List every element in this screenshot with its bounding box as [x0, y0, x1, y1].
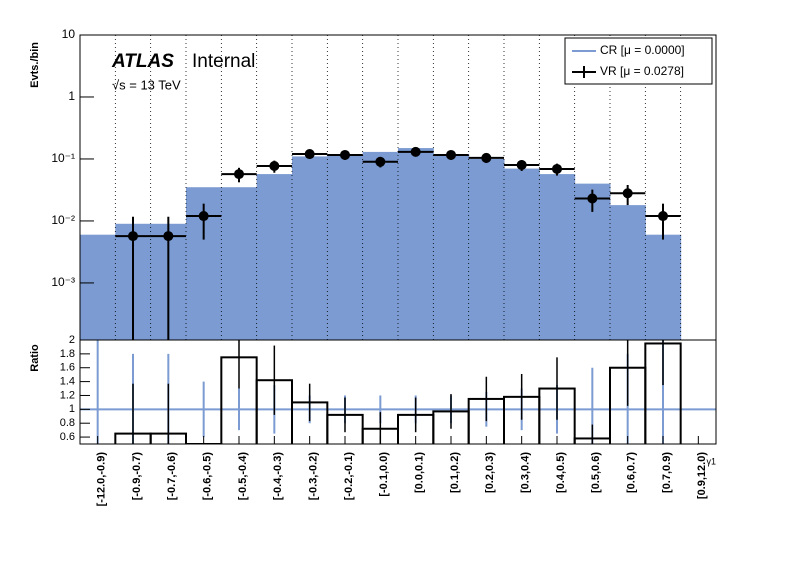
atlas-label: ATLAS [111, 51, 174, 72]
ratio-tick-label: 2 [69, 334, 75, 346]
x-tick-label: [0.5,0.6) [590, 452, 602, 493]
ratio-tick-label: 1.8 [60, 348, 75, 360]
data-point [587, 193, 598, 204]
internal-label: Internal [192, 51, 255, 72]
energy-label: √s = 13 TeV [112, 77, 181, 92]
x-tick-label: [-0.2,-0.1) [343, 452, 355, 501]
data-point [410, 146, 421, 157]
x-tick-label: [-0.1,0.0) [378, 452, 390, 497]
bar [292, 156, 328, 340]
data-point [552, 163, 562, 174]
data-point [128, 231, 138, 242]
x-tick-label: [-0.5,-0.4) [237, 452, 249, 501]
y-tick-label: 10⁻³ [51, 275, 75, 289]
x-tick-label: [-0.7,-0.6) [166, 452, 178, 501]
legend-label: CR [μ = 0.0000] [600, 43, 685, 57]
x-tick-label: [-12.0,-0.9) [96, 452, 108, 507]
data-point [198, 211, 209, 222]
bar [539, 174, 576, 340]
ratio-frame [79, 339, 717, 445]
data-point [375, 156, 386, 167]
bar [256, 174, 293, 340]
bar [221, 187, 258, 340]
x-tick-label: [-0.6,-0.5) [202, 452, 214, 501]
y-tick-label: 10⁻¹ [51, 151, 75, 165]
x-tick-label: [0.9,12.0) [696, 452, 708, 499]
ratio-tick-label: 1.4 [60, 376, 75, 388]
bar [504, 168, 540, 340]
bar [610, 205, 646, 340]
x-tick-label: [0.3,0.4) [520, 452, 532, 493]
ratio-tick-label: 1.6 [60, 362, 75, 374]
bar [80, 234, 116, 340]
bar [433, 154, 470, 340]
x-axis-label: γ1 [706, 456, 716, 466]
bar [327, 154, 364, 340]
data-point [234, 169, 244, 180]
x-tick-label: [0.4,0.5) [555, 452, 567, 493]
bar [468, 158, 505, 340]
data-point [304, 149, 315, 160]
bar [398, 148, 434, 340]
upper-plot [80, 146, 682, 340]
ratio-tick-label: 1.2 [60, 389, 75, 401]
data-point [269, 160, 280, 171]
ratio-plot [80, 340, 716, 444]
x-tick-label: [0.6,0.7) [626, 452, 638, 493]
ratio-tick-label: 0.6 [60, 431, 75, 443]
legend-label: VR [μ = 0.0278] [600, 64, 684, 78]
y-tick-label: 10 [62, 27, 76, 41]
ratio-tick-label: 1 [69, 403, 75, 415]
data-point [340, 149, 350, 160]
x-tick-label: [-0.9,-0.7) [131, 452, 143, 501]
data-point [516, 159, 527, 170]
bar [362, 151, 399, 340]
x-tick-label: [-0.4,-0.3) [272, 452, 284, 501]
data-point [163, 231, 174, 242]
x-tick-label: [0.2,0.3) [484, 452, 496, 493]
y-tick-label: 1 [68, 89, 75, 103]
data-point [446, 149, 456, 160]
ratio-axis-label: Ratio [29, 344, 41, 372]
y-tick-label: 10⁻² [51, 213, 75, 227]
x-tick-label: [-0.3,-0.2) [308, 452, 320, 501]
data-point [658, 211, 668, 222]
x-tick-label: [0.1,0.2) [449, 452, 461, 493]
x-tick-label: [0.0,0.1) [414, 452, 426, 493]
x-tick-label: [0.7,0.9) [661, 452, 673, 493]
legend-box [564, 37, 713, 85]
y-axis-label: Evts./bin [29, 42, 41, 88]
ratio-tick-label: 0.8 [60, 417, 75, 429]
bar [645, 234, 682, 340]
data-point [622, 188, 633, 199]
data-point [481, 152, 492, 163]
